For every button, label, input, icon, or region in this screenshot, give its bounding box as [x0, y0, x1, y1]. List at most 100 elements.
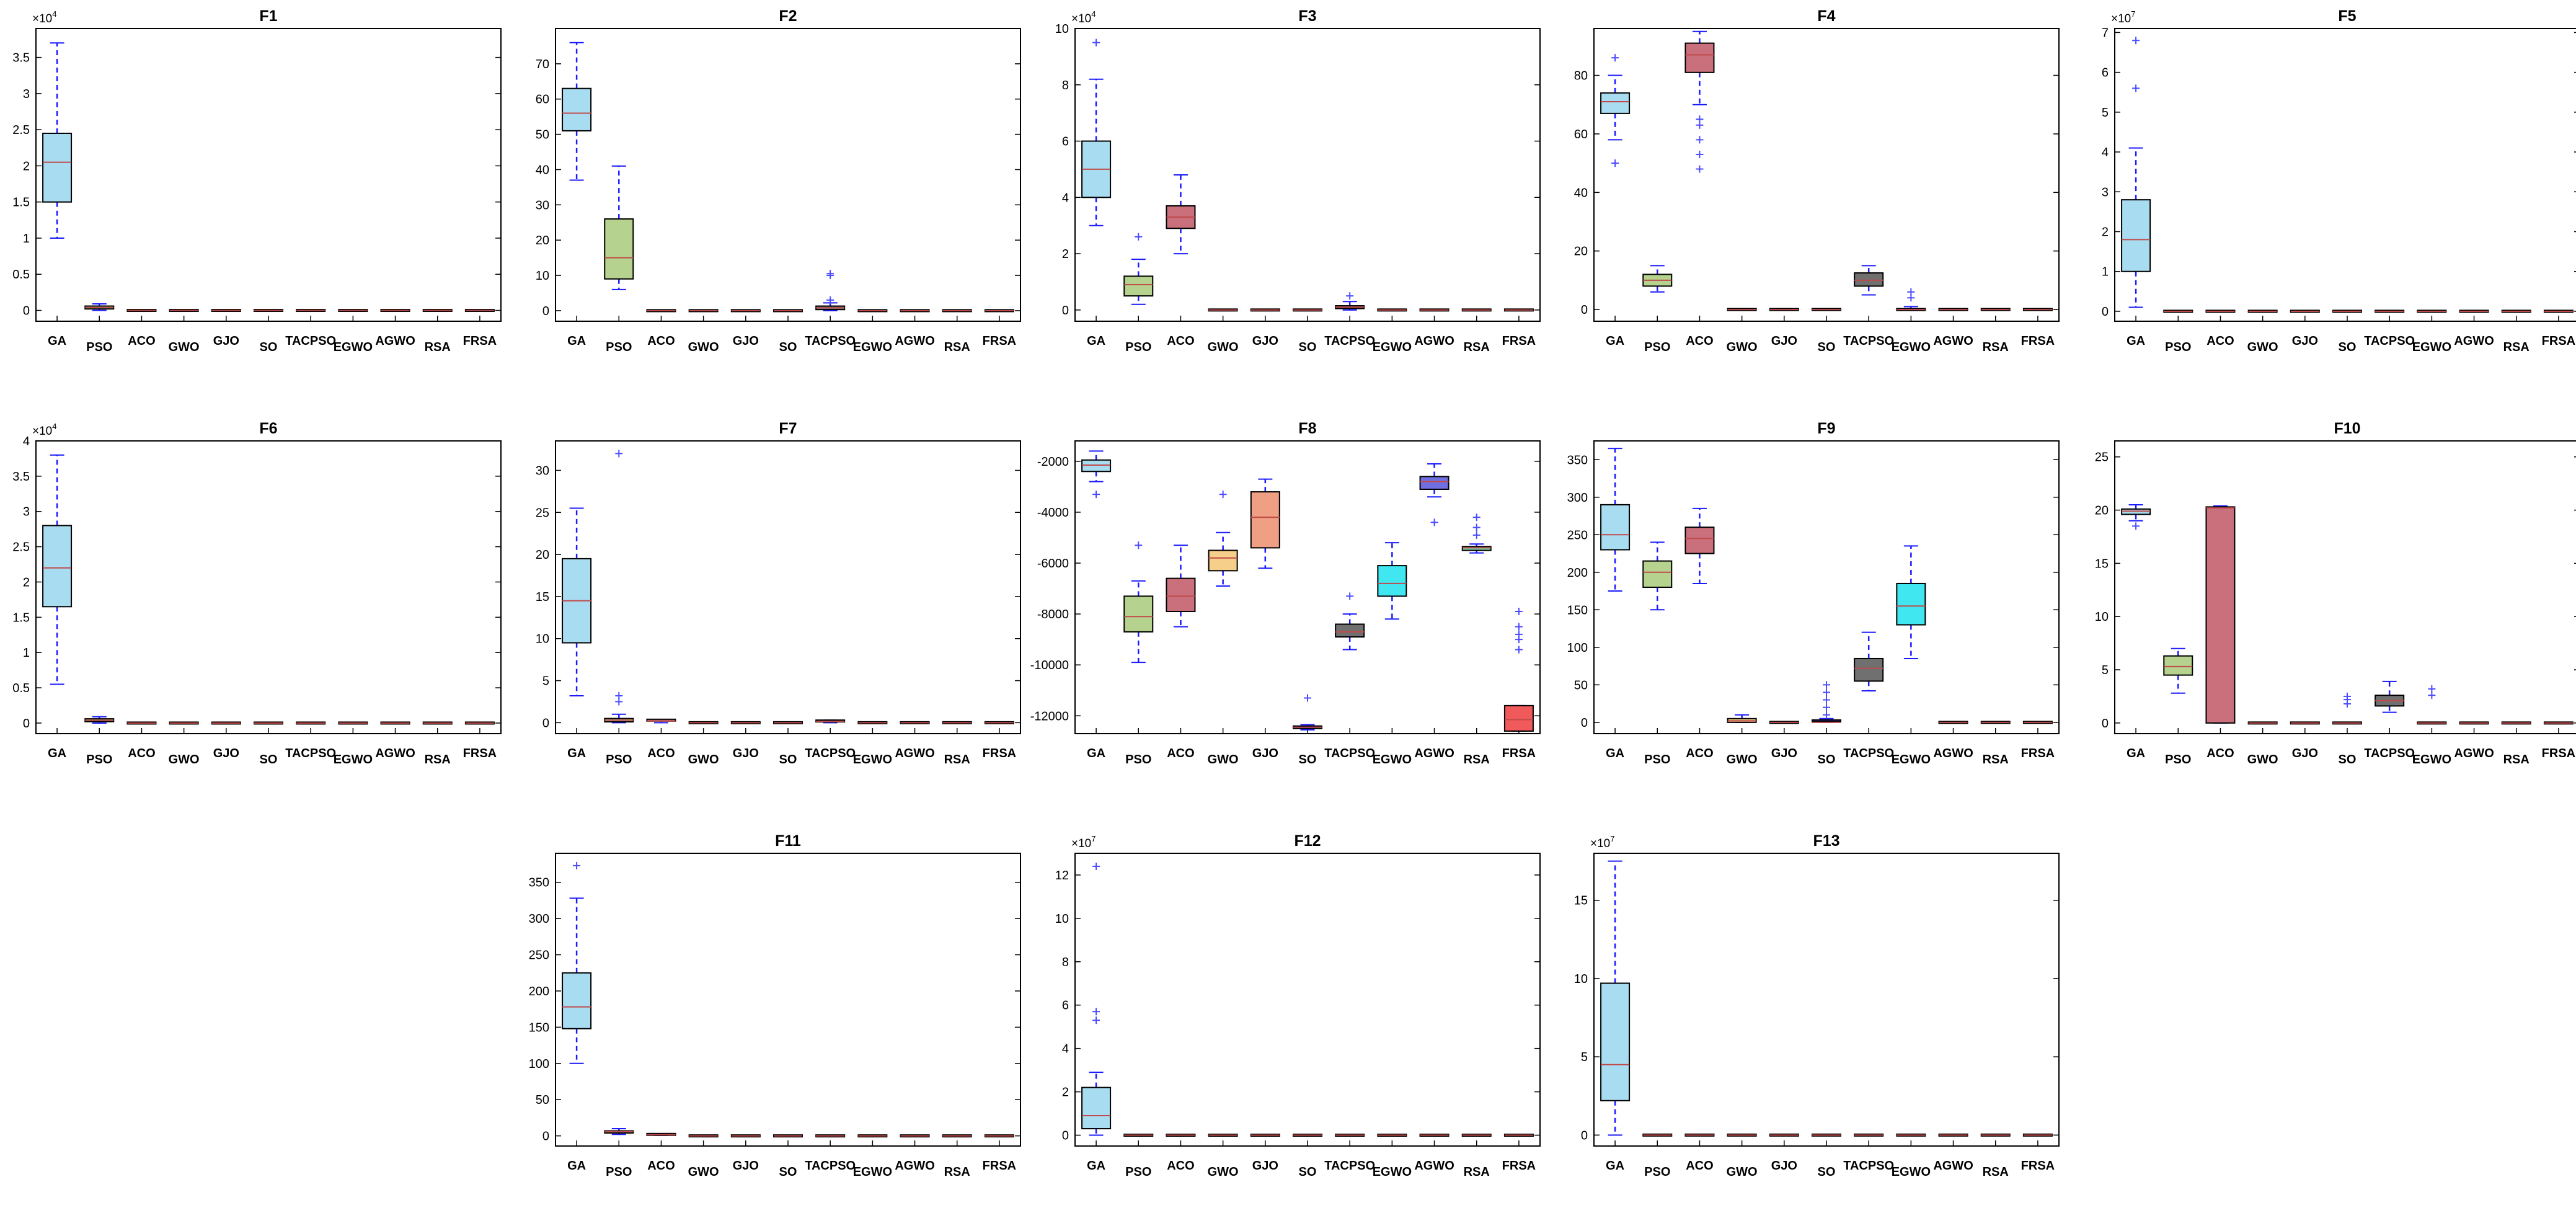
- outlier-marker: [1515, 636, 1523, 644]
- box-gwo: [688, 1134, 719, 1138]
- x-tick-label: GA: [567, 1159, 586, 1173]
- box-agwo: [2459, 309, 2489, 313]
- x-tick-label: TACPSO: [805, 747, 856, 760]
- outlier-marker: [1696, 136, 1704, 144]
- axes-box: [2114, 440, 2576, 734]
- outlier-marker: [1092, 1008, 1100, 1016]
- x-tick-label: EGWO: [853, 1165, 892, 1179]
- outlier-marker: [1907, 288, 1915, 296]
- box-frsa: [2543, 721, 2574, 725]
- x-tick-label: AGWO: [2454, 334, 2494, 348]
- x-tick-label: EGWO: [1892, 1165, 1931, 1179]
- x-tick-label: AGWO: [1933, 1159, 1973, 1173]
- x-tick-label: EGWO: [1373, 340, 1412, 354]
- x-tick-label: SO: [1299, 340, 1317, 354]
- box-egwo: [1896, 545, 1926, 659]
- chart-title: F10: [2334, 420, 2360, 437]
- box-egwo: [338, 309, 368, 313]
- box-body: [1377, 565, 1407, 597]
- x-tick-label: GA: [567, 334, 586, 348]
- y-tick-label: 25: [2095, 451, 2109, 464]
- x-tick-label: ACO: [647, 1159, 675, 1173]
- y-tick-label: 70: [536, 58, 549, 71]
- x-tick-label: PSO: [1125, 753, 1151, 766]
- y-tick-label: 4: [2102, 146, 2109, 159]
- panel-f6: F6 ×104 0 0.5 1 1.5 2 2.5 3 3.5 4 GA PSO ACO GWO GJO SO T…: [12, 420, 502, 766]
- y-tick-label: 0: [542, 716, 549, 730]
- box-body: [1419, 476, 1450, 490]
- outlier-marker: [2344, 692, 2351, 700]
- box-body: [604, 218, 634, 280]
- box-body: [1684, 527, 1715, 554]
- box-pso: [1642, 265, 1673, 293]
- y-tick-label: 0: [2102, 305, 2109, 319]
- x-tick-label: PSO: [1644, 340, 1670, 354]
- box-body: [1503, 704, 1534, 732]
- panel-f2: F2 0 10 20 30 40 50 60 70 GA PSO ACO GWO GJO SO TACPSOE…: [536, 7, 1021, 354]
- box-aco: [1166, 174, 1196, 255]
- box-frsa: [1503, 607, 1534, 732]
- x-tick-label: SO: [1299, 753, 1317, 766]
- axis-exponent: ×107: [2111, 9, 2135, 25]
- box-frsa: [2022, 308, 2053, 311]
- box-so: [1812, 1133, 1841, 1137]
- box-agwo: [1938, 1133, 1968, 1137]
- x-tick-label: GWO: [1727, 1165, 1758, 1179]
- box-rsa: [942, 309, 972, 313]
- box-gjo: [1250, 1134, 1280, 1137]
- y-tick-label: 60: [1574, 128, 1588, 141]
- box-agwo: [380, 721, 410, 725]
- box-body: [1166, 577, 1196, 612]
- x-tick-label: PSO: [1125, 1165, 1151, 1179]
- y-tick-label: 250: [529, 949, 549, 962]
- box-ga: [562, 861, 592, 1064]
- x-tick-label: GJO: [1252, 1159, 1278, 1173]
- box-egwo: [857, 721, 888, 724]
- outlier-marker: [2428, 691, 2436, 700]
- x-tick-label: GJO: [1771, 747, 1797, 760]
- axes-box: [1074, 853, 1541, 1147]
- box-tacpso: [1854, 1133, 1884, 1137]
- box-rsa: [422, 309, 453, 313]
- y-tick-label: 2.5: [12, 123, 30, 137]
- y-tick-label: 10: [2095, 610, 2109, 624]
- axes-box: [2114, 28, 2576, 322]
- box-body: [42, 525, 73, 608]
- axis-exponent: ×107: [1590, 834, 1614, 850]
- y-tick-label: 2: [1062, 1086, 1069, 1100]
- x-tick-label: AGWO: [375, 334, 415, 348]
- y-tick-label: -12000: [1030, 709, 1069, 723]
- box-gwo: [1208, 1134, 1238, 1137]
- x-tick-label: RSA: [1983, 753, 2009, 766]
- y-tick-label: 8: [1062, 79, 1069, 92]
- x-tick-label: TACPSO: [285, 334, 336, 348]
- y-tick-label: 15: [1574, 894, 1588, 908]
- x-tick-label: SO: [1818, 1165, 1836, 1179]
- y-tick-label: 300: [529, 912, 549, 926]
- outlier-marker: [2428, 685, 2436, 693]
- box-so: [1293, 694, 1322, 731]
- x-tick-label: SO: [2339, 340, 2357, 354]
- box-agwo: [1419, 463, 1450, 527]
- box-pso: [604, 1127, 634, 1135]
- box-tacpso: [1335, 592, 1365, 651]
- x-tick-label: SO: [779, 753, 797, 766]
- axis-exponent: ×104: [32, 422, 56, 438]
- box-so: [1293, 1134, 1322, 1137]
- box-so: [1812, 308, 1841, 311]
- y-tick-label: 1: [2102, 265, 2109, 279]
- x-tick-label: GA: [2127, 747, 2145, 760]
- axis-exponent: ×104: [32, 9, 56, 25]
- x-tick-label: FRSA: [2021, 747, 2055, 760]
- y-tick-label: 100: [1567, 641, 1588, 655]
- axis-exponent-power: 7: [1610, 834, 1614, 843]
- x-tick-label: GJO: [2292, 747, 2318, 760]
- x-tick-label: RSA: [1983, 340, 2009, 354]
- box-rsa: [1461, 1134, 1492, 1137]
- x-tick-label: TACPSO: [285, 747, 336, 760]
- box-aco: [126, 309, 157, 313]
